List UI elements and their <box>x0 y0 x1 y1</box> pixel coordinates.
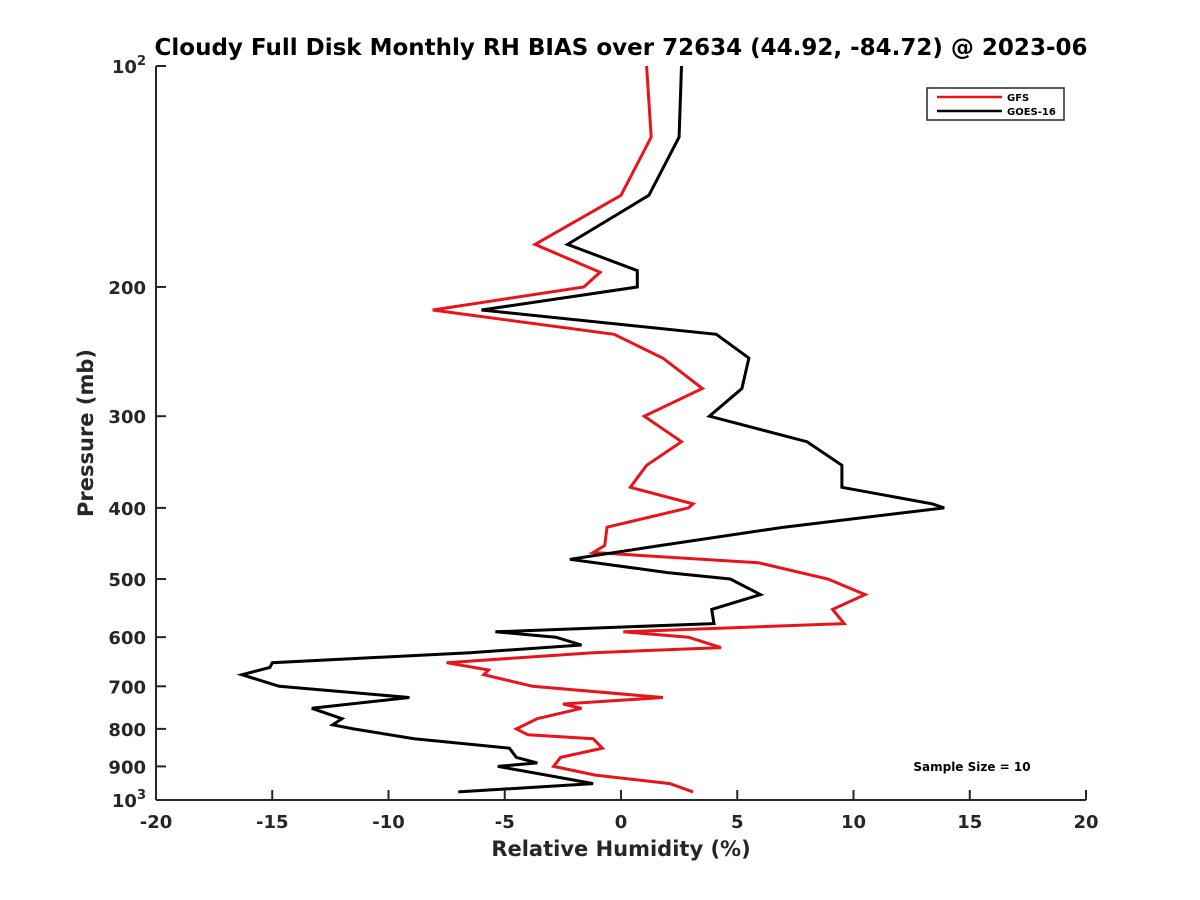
y-tick-label: 500 <box>108 570 146 591</box>
series-layer <box>236 65 945 794</box>
y-tick-label: 400 <box>108 499 146 520</box>
plot-area: -20 -15 -10 -5 0 5 10 15 20 102 200 300 400 500 600 70… <box>108 54 1098 833</box>
legend-items: GFS GOES-16 <box>937 93 1056 118</box>
x-axis-label: Relative Humidity (%) <box>491 837 750 861</box>
y-tick-label: 700 <box>108 677 146 698</box>
x-tick-label: -5 <box>495 812 515 833</box>
legend-label: GOES-16 <box>1007 107 1056 118</box>
series-line-gfs <box>432 65 869 794</box>
x-tick-label: 0 <box>615 812 628 833</box>
x-tick-label: -20 <box>140 812 173 833</box>
legend-label: GFS <box>1007 93 1029 104</box>
y-tick-label: 600 <box>108 628 146 649</box>
legend-box <box>926 87 1065 121</box>
chart-title: Cloudy Full Disk Monthly RH BIAS over 72… <box>155 35 1088 61</box>
x-tick-label: 15 <box>957 812 982 833</box>
series-line-goes-16 <box>236 65 945 794</box>
y-tick-label: 200 <box>108 278 146 299</box>
y-tick-label: 300 <box>108 407 146 428</box>
x-ticks: -20 -15 -10 -5 0 5 10 15 20 <box>140 790 1099 833</box>
y-tick-label: 102 <box>112 54 146 78</box>
y-axis-label: Pressure (mb) <box>74 349 98 517</box>
y-tick-label: 103 <box>112 788 146 812</box>
x-tick-label: -15 <box>256 812 289 833</box>
legend: GFS GOES-16 <box>926 87 1065 121</box>
y-tick-label: 800 <box>108 720 146 741</box>
x-tick-label: 5 <box>731 812 744 833</box>
y-ticks: 102 200 300 400 500 600 700 800 900 103 <box>108 54 166 812</box>
x-tick-label: 10 <box>841 812 866 833</box>
x-tick-label: -10 <box>372 812 405 833</box>
sample-size-annotation: Sample Size = 10 <box>913 760 1030 774</box>
y-tick-label: 900 <box>108 757 146 778</box>
x-tick-label: 20 <box>1073 812 1098 833</box>
